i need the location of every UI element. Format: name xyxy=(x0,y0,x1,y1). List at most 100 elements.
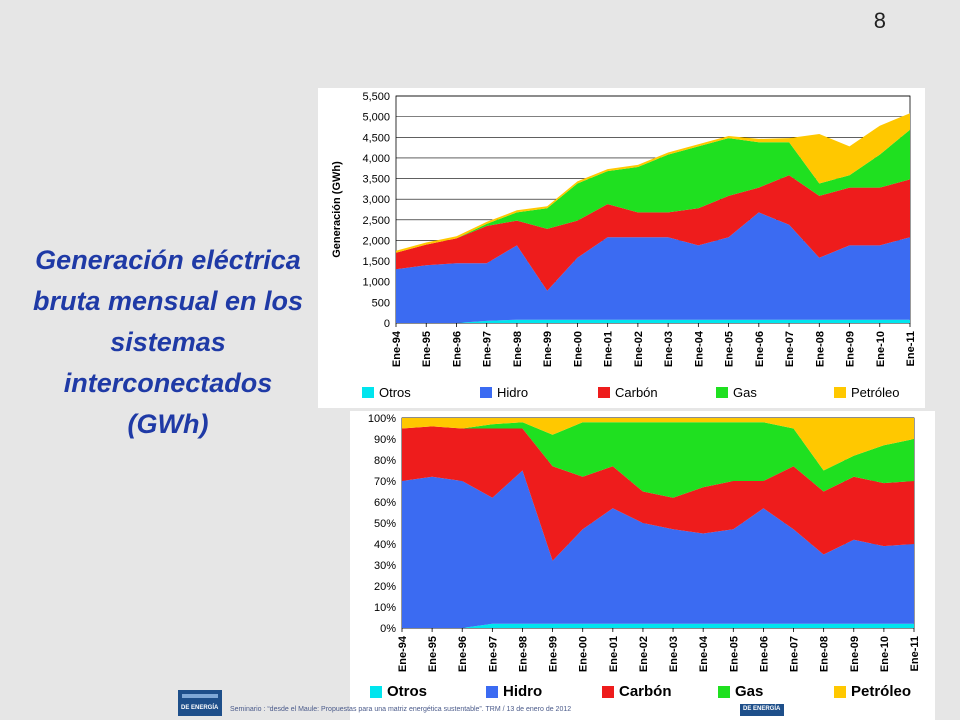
legend-swatch xyxy=(834,387,846,398)
x-tick-label: Ene-04 xyxy=(693,330,705,367)
legend-swatch xyxy=(716,387,728,398)
legend-swatch xyxy=(480,387,492,398)
y-tick-label: 100% xyxy=(368,413,396,425)
x-tick-label: Ene-99 xyxy=(542,331,554,367)
title-line: (GWh) xyxy=(127,409,209,439)
series-area-gas xyxy=(396,129,910,253)
slide-title: Generación eléctrica bruta mensual en lo… xyxy=(8,240,328,445)
x-tick-label: Ene-95 xyxy=(421,331,433,367)
series-area-otros xyxy=(402,623,914,628)
series-area-otros xyxy=(396,319,910,323)
x-tick-label: Ene-06 xyxy=(754,331,766,367)
y-tick-label: 90% xyxy=(374,434,396,446)
legend-label: Carbón xyxy=(615,385,658,400)
x-tick-label: Ene-06 xyxy=(758,636,770,672)
legend-label: Hidro xyxy=(497,385,529,400)
x-tick-label: Ene-02 xyxy=(633,331,645,367)
legend-item: Gas xyxy=(718,683,834,700)
y-tick-label: 1,500 xyxy=(362,256,390,268)
logo-stripe xyxy=(182,694,218,698)
x-tick-label: Ene-02 xyxy=(638,636,650,672)
y-tick-label: 80% xyxy=(374,455,396,467)
x-tick-label: Ene-03 xyxy=(668,636,680,672)
legend-item: Carbón xyxy=(598,385,716,400)
x-tick-label: Ene-97 xyxy=(487,636,499,672)
series-area-petróleo xyxy=(396,113,910,253)
x-tick-label: Ene-98 xyxy=(512,331,524,367)
x-tick-label: Ene-98 xyxy=(517,636,529,672)
y-tick-label: 0% xyxy=(380,623,396,635)
absolute-chart-svg: 0 500 1,000 1,500 2,000 2,500 3,000 3,500 4,000 4… xyxy=(331,91,917,367)
x-tick-label: Ene-11 xyxy=(909,636,921,671)
series-area-hidro xyxy=(396,212,910,323)
ministry-logo-small: DE ENERGÍA xyxy=(740,704,784,716)
y-tick-label: 3,000 xyxy=(362,194,390,206)
x-tick-label: Ene-95 xyxy=(427,636,439,672)
x-tick-label: Ene-96 xyxy=(457,636,469,672)
series-area-hidro xyxy=(402,470,914,628)
logo-text: DE ENERGÍA xyxy=(743,706,781,712)
absolute-generation-chart: 0 500 1,000 1,500 2,000 2,500 3,000 3,500 4,000 4… xyxy=(318,88,925,408)
percent-generation-chart: 0% 10% 20% 30% 40% 50% 60% 70% 80% 90% 100% Ene-94 E… xyxy=(350,411,935,720)
absolute-chart-legend: Otros Hidro Carbón Gas Petróleo xyxy=(362,385,952,400)
legend-label: Petróleo xyxy=(851,385,900,400)
y-tick-label: 4,000 xyxy=(362,153,390,165)
legend-item: Otros xyxy=(362,385,480,400)
y-tick-label: 2,500 xyxy=(362,215,390,227)
x-tick-label: Ene-01 xyxy=(603,331,615,367)
legend-item: Hidro xyxy=(486,683,602,700)
percent-chart-svg: 0% 10% 20% 30% 40% 50% 60% 70% 80% 90% 100% Ene-94 E… xyxy=(368,413,921,672)
y-tick-label: 1,000 xyxy=(362,277,390,289)
x-tick-label: Ene-99 xyxy=(548,636,560,672)
y-tick-label: 5,000 xyxy=(362,112,390,124)
y-tick-label: 500 xyxy=(372,297,390,309)
title-line: bruta mensual en los xyxy=(32,286,304,316)
legend-item: Carbón xyxy=(602,683,718,700)
legend-item: Petróleo xyxy=(834,683,950,700)
x-tick-label: Ene-00 xyxy=(572,331,584,367)
series-area-gas xyxy=(402,422,914,498)
y-tick-label: 10% xyxy=(374,602,396,614)
y-tick-label: 4,500 xyxy=(362,132,390,144)
legend-item: Gas xyxy=(716,385,834,400)
legend-label: Otros xyxy=(379,385,411,400)
x-tick-label: Ene-10 xyxy=(879,636,891,672)
title-line: sistemas xyxy=(110,327,226,357)
x-tick-label: Ene-03 xyxy=(663,331,675,367)
logo-text: DE ENERGÍA xyxy=(181,705,219,711)
page-number: 8 xyxy=(873,8,886,33)
x-tick-label: Ene-09 xyxy=(845,331,857,367)
x-tick-label: Ene-07 xyxy=(789,636,801,672)
legend-swatch xyxy=(370,685,382,698)
legend-label: Carbón xyxy=(619,683,672,700)
x-tick-label: Ene-01 xyxy=(608,636,620,672)
series-area-carbón xyxy=(396,175,910,291)
x-tick-label: Ene-07 xyxy=(784,331,796,367)
legend-label: Gas xyxy=(733,385,757,400)
y-axis-label: Generación (GWh) xyxy=(331,161,343,258)
x-tick-label: Ene-05 xyxy=(728,636,740,672)
y-tick-label: 5,500 xyxy=(362,91,390,103)
legend-swatch xyxy=(834,685,846,698)
series-area-carbón xyxy=(402,426,914,561)
ministry-logo: DE ENERGÍA xyxy=(178,690,222,716)
legend-swatch xyxy=(486,685,498,698)
x-tick-label: Ene-09 xyxy=(849,636,861,672)
legend-swatch xyxy=(598,387,610,398)
title-line: Generación eléctrica xyxy=(35,245,301,275)
legend-swatch xyxy=(602,685,614,698)
y-tick-label: 2,000 xyxy=(362,235,390,247)
y-tick-label: 60% xyxy=(374,497,396,509)
y-tick-label: 50% xyxy=(374,518,396,530)
y-tick-label: 20% xyxy=(374,581,396,593)
legend-item: Otros xyxy=(370,683,486,700)
x-tick-label: Ene-11 xyxy=(905,331,917,366)
series-area-petróleo xyxy=(402,418,914,471)
x-tick-label: Ene-94 xyxy=(397,635,409,672)
y-tick-label: 0 xyxy=(384,318,390,330)
legend-label: Gas xyxy=(735,683,764,700)
x-tick-label: Ene-05 xyxy=(724,331,736,367)
x-tick-label: Ene-97 xyxy=(482,331,494,367)
y-tick-label: 40% xyxy=(374,539,396,551)
legend-label: Otros xyxy=(387,683,428,700)
